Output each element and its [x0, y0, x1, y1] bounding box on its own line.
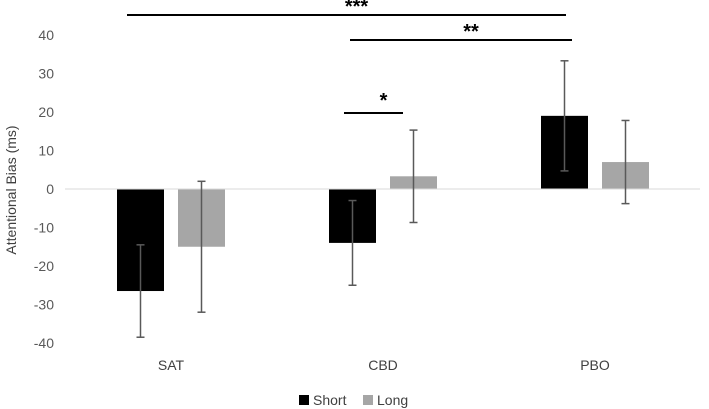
- y-tick-label: 20: [38, 104, 54, 120]
- significance-bracket: **: [350, 21, 572, 43]
- y-tick-label: 10: [38, 143, 54, 159]
- x-category-label: SAT: [158, 357, 185, 373]
- x-axis-categories: SAT CBD PBO: [158, 357, 610, 373]
- error-bar-pbo-long: [621, 119, 630, 205]
- legend-label: Short: [313, 392, 347, 408]
- legend: Short Long: [299, 392, 408, 408]
- y-tick-label: -20: [34, 258, 54, 274]
- legend-item-long: Long: [363, 392, 408, 408]
- error-bar-cbd-short: [348, 199, 357, 286]
- significance-stars: ***: [345, 0, 369, 18]
- y-tick-label: 0: [46, 181, 54, 197]
- y-tick-label: -30: [34, 297, 54, 313]
- error-bar-cbd-long: [409, 129, 418, 224]
- significance-stars: *: [380, 90, 388, 112]
- bars: [117, 115, 649, 292]
- y-axis-ticks: 40 30 20 10 0 -10 -20 -30 -40: [34, 27, 54, 351]
- error-bar-sat-long: [197, 180, 206, 313]
- y-axis-label: Attentional Bias (ms): [3, 125, 19, 254]
- x-category-label: PBO: [580, 357, 610, 373]
- legend-swatch: [299, 395, 309, 405]
- significance-bracket: *: [344, 90, 403, 114]
- error-bars: [136, 60, 630, 338]
- y-tick-label: -40: [34, 335, 54, 351]
- significance-stars: **: [463, 21, 479, 43]
- legend-swatch: [363, 395, 373, 405]
- significance-annotations: ******: [127, 0, 572, 114]
- legend-label: Long: [377, 392, 408, 408]
- significance-bracket: ***: [127, 0, 566, 18]
- y-tick-label: -10: [34, 220, 54, 236]
- y-tick-label: 40: [38, 27, 54, 43]
- error-bar-pbo-short: [560, 60, 569, 172]
- legend-item-short: Short: [299, 392, 347, 408]
- x-category-label: CBD: [368, 357, 398, 373]
- y-tick-label: 30: [38, 66, 54, 82]
- error-bar-sat-short: [136, 244, 145, 338]
